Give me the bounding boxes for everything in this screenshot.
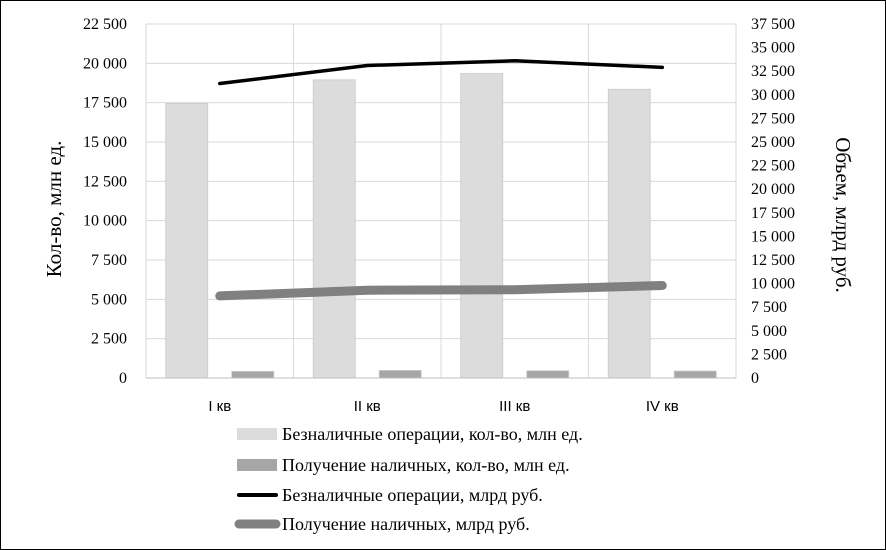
y-right-tick-label: 22 500 (751, 158, 795, 175)
y-left-tick-label: 12 500 (83, 173, 127, 190)
x-tick-label: IV кв (646, 398, 679, 415)
bars (165, 73, 717, 379)
y-left-tick-label: 10 000 (83, 213, 127, 230)
y-right-tick-label: 27 500 (751, 110, 795, 127)
line-cash-withdrawal-volume (215, 281, 667, 301)
lines (215, 59, 667, 301)
bar-cash-withdrawal-count (378, 370, 422, 379)
bar-cash-withdrawal-count (526, 370, 570, 379)
bar-cash-withdrawal-count (673, 370, 717, 379)
y-axis-right-title: Объем, млрд руб. (831, 137, 855, 293)
bar-cashless-count (312, 79, 356, 379)
y-right-tick-label: 25 000 (751, 134, 795, 151)
y-left-tick-label: 7 500 (91, 252, 127, 269)
y-right-tick-label: 30 000 (751, 87, 795, 104)
y-left-tick-label: 0 (119, 370, 127, 387)
legend-label: Получение наличных, млрд руб. (282, 514, 530, 534)
y-right-tick-label: 0 (751, 370, 759, 387)
legend-label: Безналичные операции, кол-во, млн ед. (282, 424, 583, 444)
bar-cashless-count (460, 73, 504, 379)
y-right-tick-label: 20 000 (751, 181, 795, 198)
legend: Безналичные операции, кол-во, млн ед. Пол… (234, 424, 583, 534)
y-right-tick-label: 2 500 (751, 346, 787, 363)
y-left-tick-label: 15 000 (83, 134, 127, 151)
x-tick-label: III кв (499, 398, 530, 415)
axes: 0 2 500 5 000 7 500 10 000 12 500 15 000 17 500… (83, 16, 795, 415)
y-left-tick-label: 5 000 (91, 291, 127, 308)
x-tick-label: II кв (354, 398, 381, 415)
y-left-tick-label: 22 500 (83, 16, 127, 33)
y-right-tick-label: 17 500 (751, 205, 795, 222)
y-axis-left-title: Кол-во, млн ед. (42, 141, 66, 278)
line-cashless-volume (218, 59, 665, 86)
y-left-tick-label: 20 000 (83, 55, 127, 72)
y-right-tick-label: 37 500 (751, 16, 795, 33)
legend-swatch-bar (237, 428, 277, 440)
legend-swatch-bar (237, 459, 277, 471)
y-right-tick-label: 35 000 (751, 40, 795, 57)
y-right-tick-label: 15 000 (751, 228, 795, 245)
y-right-tick-label: 12 500 (751, 252, 795, 269)
x-tick-label: I кв (208, 398, 231, 415)
y-left-tick-label: 17 500 (83, 95, 127, 112)
y-right-tick-label: 7 500 (751, 299, 787, 316)
bar-cash-withdrawal-count (231, 370, 275, 379)
bar-cashless-count (607, 88, 651, 379)
legend-label: Получение наличных, кол-во, млн ед. (282, 455, 570, 475)
y-left-tick-label: 2 500 (91, 331, 127, 348)
gridlines (145, 23, 737, 379)
y-right-tick-label: 32 500 (751, 63, 795, 80)
bar-cashless-count (165, 103, 209, 379)
y-right-tick-label: 10 000 (751, 276, 795, 293)
y-right-tick-label: 5 000 (751, 323, 787, 340)
legend-label: Безналичные операции, млрд руб. (282, 485, 543, 505)
